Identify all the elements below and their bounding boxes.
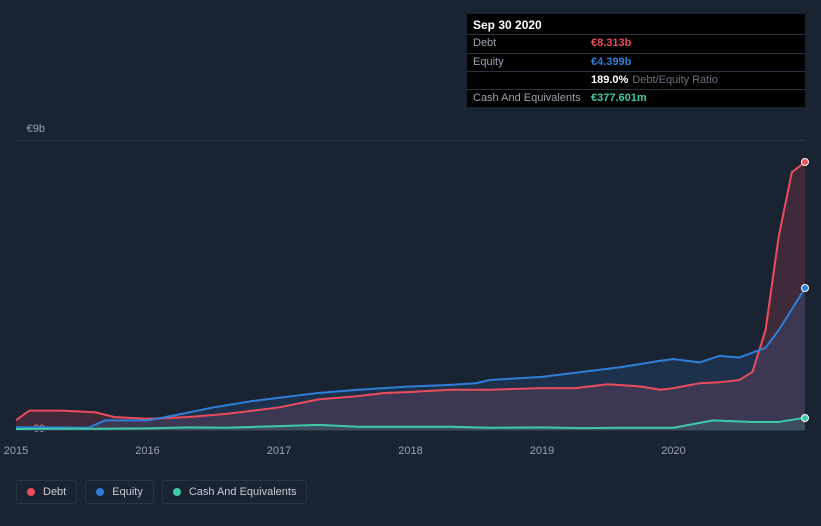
tooltip-label: Equity — [473, 56, 591, 69]
x-axis-label: 2019 — [530, 445, 554, 457]
x-axis-tick: 2017 — [267, 445, 291, 457]
tooltip-value: €8.313b — [591, 37, 631, 50]
chart-svg — [16, 140, 805, 440]
x-axis-tick: 2018 — [398, 445, 422, 457]
x-axis-tick: 2019 — [530, 445, 554, 457]
legend-label: Equity — [112, 486, 143, 498]
tooltip-value: €377.601m — [591, 92, 647, 105]
legend-item-debt[interactable]: Debt — [16, 480, 77, 504]
tooltip-value: €4.399b — [591, 56, 631, 69]
series-marker — [801, 158, 809, 166]
x-axis-tick: 2020 — [661, 445, 685, 457]
chart-area — [16, 140, 805, 460]
tooltip-row-cash: Cash And Equivalents €377.601m — [467, 89, 805, 107]
x-axis-label: 2018 — [398, 445, 422, 457]
tick-mark — [16, 439, 17, 444]
tooltip-label: Debt — [473, 37, 591, 50]
series-marker — [801, 284, 809, 292]
x-axis-label: 2020 — [661, 445, 685, 457]
tooltip-value: 189.0% — [591, 74, 628, 87]
x-axis-label: 2015 — [4, 445, 28, 457]
x-axis-tick: 2016 — [135, 445, 159, 457]
tick-mark — [673, 439, 674, 444]
legend-label: Debt — [43, 486, 66, 498]
tooltip-label: Cash And Equivalents — [473, 92, 591, 105]
tick-mark — [542, 439, 543, 444]
tooltip-row-ratio: 189.0% Debt/Equity Ratio — [467, 71, 805, 89]
y-axis-tick-max: €9b — [27, 123, 45, 135]
x-axis-label: 2017 — [267, 445, 291, 457]
legend-label: Cash And Equivalents — [189, 486, 297, 498]
tooltip-panel: Sep 30 2020 Debt €8.313b Equity €4.399b … — [467, 14, 805, 107]
circle-icon — [173, 488, 181, 496]
tick-mark — [410, 439, 411, 444]
tooltip-label — [473, 74, 591, 87]
tooltip-date: Sep 30 2020 — [473, 18, 542, 32]
series-marker — [801, 414, 809, 422]
x-axis-label: 2016 — [135, 445, 159, 457]
circle-icon — [27, 488, 35, 496]
tooltip-date-row: Sep 30 2020 — [467, 14, 805, 34]
circle-icon — [96, 488, 104, 496]
tooltip-suffix: Debt/Equity Ratio — [632, 74, 718, 87]
tooltip-row-equity: Equity €4.399b — [467, 53, 805, 71]
x-axis-tick: 2015 — [4, 445, 28, 457]
tick-mark — [279, 439, 280, 444]
legend-item-equity[interactable]: Equity — [85, 480, 154, 504]
x-axis: 201520162017201820192020 — [16, 445, 805, 465]
legend: Debt Equity Cash And Equivalents — [16, 480, 307, 504]
series-area — [16, 288, 805, 430]
tooltip-row-debt: Debt €8.313b — [467, 34, 805, 52]
tick-mark — [147, 439, 148, 444]
legend-item-cash[interactable]: Cash And Equivalents — [162, 480, 308, 504]
